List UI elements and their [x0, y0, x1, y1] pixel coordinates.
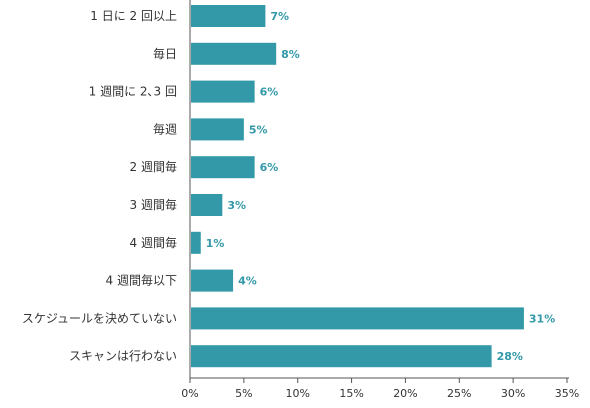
value-label: 28% [497, 350, 523, 363]
x-tick-label: 35% [555, 387, 579, 400]
value-label: 31% [529, 312, 555, 325]
bar [191, 42, 277, 65]
bar [191, 345, 492, 368]
category-label: 毎日 [153, 46, 177, 61]
category-label: 毎週 [153, 121, 177, 136]
bar [191, 269, 234, 292]
x-tick-label: 30% [501, 387, 525, 400]
category-label: 2 週間毎 [130, 159, 177, 174]
x-tick-label: 25% [447, 387, 471, 400]
x-tick-label: 0% [181, 387, 198, 400]
category-label: 4 週間毎 [130, 235, 177, 250]
value-label: 6% [260, 86, 279, 99]
x-tick-label: 10% [285, 387, 309, 400]
value-label: 5% [249, 123, 268, 136]
bar [191, 307, 524, 330]
category-label: 3 週間毎 [130, 197, 177, 212]
value-label: 1% [206, 237, 225, 250]
bar [191, 80, 255, 103]
category-label: スキャンは行わない [69, 349, 177, 363]
category-label: 4 週間毎以下 [106, 273, 177, 288]
value-label: 7% [270, 10, 289, 23]
bar [191, 231, 201, 254]
bar [191, 194, 223, 216]
x-tick-label: 5% [235, 387, 252, 400]
bar [191, 156, 255, 179]
x-tick-label: 20% [393, 387, 417, 400]
value-label: 3% [227, 199, 246, 212]
x-tick-label: 15% [339, 387, 363, 400]
bar [191, 118, 244, 141]
value-label: 4% [238, 275, 257, 288]
category-label: 1 日に 2 回以上 [90, 9, 177, 23]
category-label: スケジュールを決めていない [22, 311, 177, 325]
value-label: 6% [260, 161, 279, 174]
value-label: 8% [281, 48, 300, 61]
bar [191, 5, 266, 27]
category-label: 1 週間に 2､3 回 [89, 85, 177, 99]
